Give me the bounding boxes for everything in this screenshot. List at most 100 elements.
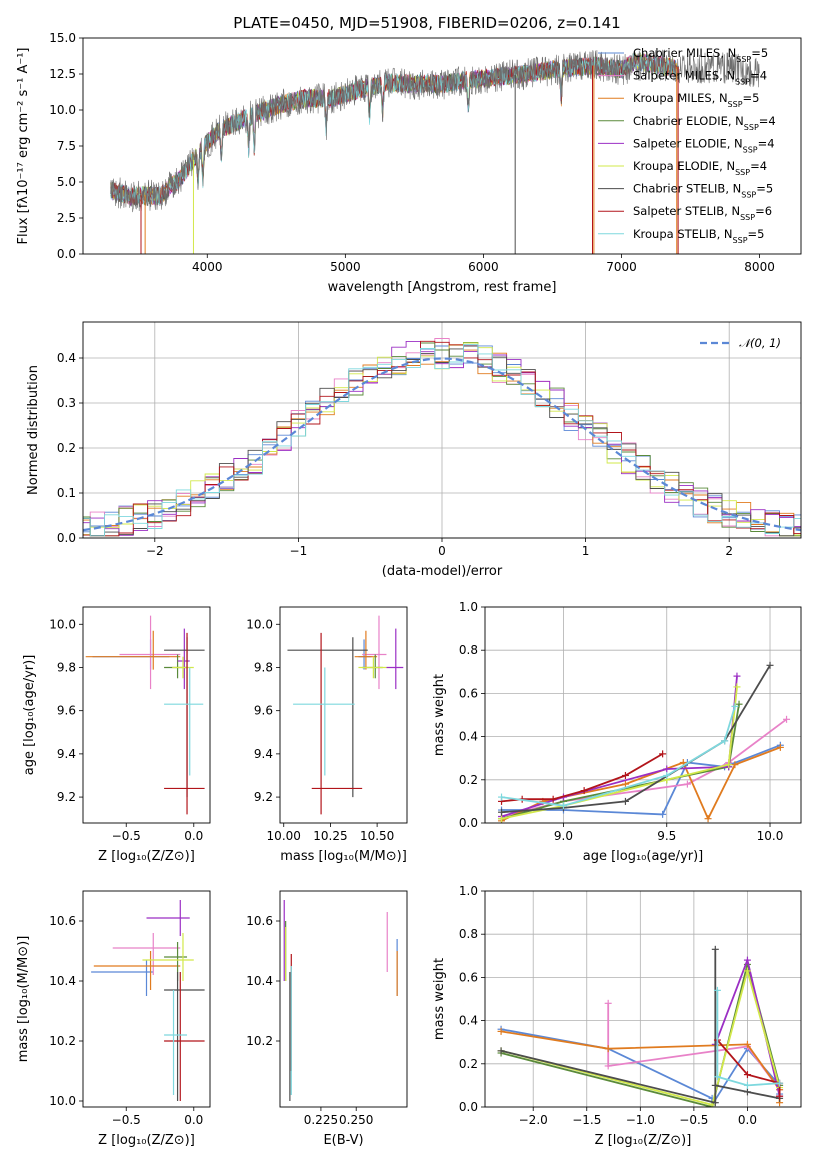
age-vs-z-xtick-label: 0.0 — [184, 829, 203, 843]
weight-marker — [743, 1040, 751, 1048]
weight-marker — [743, 1088, 751, 1096]
age-vs-z-xlabel: Z [log₁₀(Z/Z⊙)] — [98, 849, 195, 864]
legend-entry: 𝒩(0, 1) — [739, 336, 781, 350]
age-vs-z-ytick-label: 9.6 — [57, 704, 76, 718]
weight-series-8 — [716, 990, 780, 1087]
mass-vs-z-xlabel: Z [log₁₀(Z/Z⊙)] — [98, 1133, 195, 1148]
age-vs-mass-plot — [287, 615, 404, 815]
spectrum-ytick-label: 2.5 — [57, 211, 76, 225]
weight-marker — [721, 737, 729, 745]
histogram-6 — [83, 345, 801, 537]
errorbar-point — [142, 933, 194, 981]
weight-marker — [683, 780, 691, 788]
residuals-xtick-label: −2 — [146, 544, 164, 558]
age-vs-mass-xtick-label: 10.25 — [313, 829, 347, 843]
weight-series-7 — [716, 1039, 781, 1097]
normal-curve — [83, 357, 801, 532]
weight-marker — [766, 661, 774, 669]
spectrum-ytick-label: 0.0 — [57, 247, 76, 261]
weight-vs-z-xlabel: Z [log₁₀(Z/Z⊙)] — [595, 1133, 692, 1148]
errorbar-point — [386, 628, 404, 690]
mass-vs-ebv-xtick-label: 0.250 — [339, 1113, 373, 1127]
spectrum-legend: Chabrier MILES, NSSP=5 Salpeter MILES, NS… — [598, 46, 776, 244]
spectrum-xtick-label: 6000 — [468, 260, 499, 274]
mass-vs-ebv-xlabel: E(B-V) — [323, 1133, 363, 1148]
weight-marker — [725, 761, 733, 769]
mass-vs-z-plot — [91, 900, 205, 1101]
weight-series-6 — [500, 949, 780, 1104]
errorbar-point — [164, 654, 188, 679]
age-vs-mass-ytick-label: 10.0 — [246, 617, 273, 631]
weight-vs-age-ylabel: mass weight — [432, 674, 447, 756]
weight-vs-z-ytick-label: 0.4 — [459, 1014, 478, 1028]
spectrum-ytick-label: 12.5 — [49, 67, 76, 81]
legend-entry: Salpeter STELIB, NSSP=6 — [633, 204, 772, 222]
weight-vs-age-ytick-label: 0.6 — [459, 686, 478, 700]
legend-entry: Salpeter ELODIE, NSSP=4 — [633, 136, 775, 154]
spectrum-ytick-label: 15.0 — [49, 31, 76, 45]
spectrum-ytick-label: 10.0 — [49, 103, 76, 117]
weight-vs-z-axes: −2.0 −1.5 −1.0 −0.5 0.0 0.0 0.2 0.4 0.6 0.8 1.0 Z [… — [432, 884, 801, 1148]
weight-marker — [711, 1081, 719, 1089]
legend-entry: Salpeter MILES, NSSP=4 — [633, 69, 767, 87]
errorbar-point — [119, 615, 181, 690]
weight-marker — [659, 810, 667, 818]
weight-marker — [663, 771, 671, 779]
errorbar-point — [164, 990, 188, 1095]
legend-entry: Chabrier STELIB, NSSP=5 — [633, 182, 773, 200]
weight-vs-z-xtick-label: 0.0 — [738, 1113, 757, 1127]
legend-entry: Kroupa ELODIE, NSSP=4 — [633, 159, 767, 177]
residuals-xlabel: (data-model)/error — [382, 564, 503, 579]
age-vs-z-axes: −0.5 0.0 9.2 9.4 9.6 9.8 10.0 Z [log₁₀(Z/Z⊙)] ag… — [22, 617, 203, 864]
legend-entry: Chabrier ELODIE, NSSP=4 — [633, 114, 776, 132]
weight-marker — [743, 1081, 751, 1089]
spectrum-frame — [82, 37, 802, 255]
weight-vs-age-ytick-label: 0.8 — [459, 643, 478, 657]
mass-vs-ebv-axes: 0.225 0.250 10.2 10.4 10.6 E(B-V) — [246, 914, 373, 1148]
residuals-frame — [82, 321, 802, 539]
weight-marker — [733, 672, 741, 680]
errorbar-point — [164, 667, 204, 776]
weight-series-0 — [501, 744, 781, 816]
weight-vs-z-ytick-label: 0.0 — [459, 1100, 478, 1114]
weight-marker — [713, 986, 721, 994]
weight-series-5 — [500, 967, 781, 1106]
weight-marker — [497, 1047, 505, 1055]
age-vs-mass-xtick-label: 10.00 — [267, 829, 301, 843]
weight-marker — [621, 797, 629, 805]
weight-marker — [621, 771, 629, 779]
residuals-xtick-label: 0 — [438, 544, 446, 558]
weight-series-6 — [501, 664, 771, 814]
histogram-7 — [83, 340, 801, 537]
errorbar-point — [164, 632, 205, 815]
age-vs-z-frame — [82, 606, 211, 824]
errorbar-point — [293, 667, 355, 776]
spectrum-axes: 4000 5000 6000 7000 8000 0.0 2.5 5.0 7.5 10.0 12.5… — [16, 31, 775, 295]
weight-marker — [559, 802, 567, 810]
weight-vs-z-ytick-label: 0.2 — [459, 1057, 478, 1071]
legend-entry: Kroupa STELIB, NSSP=5 — [633, 227, 764, 245]
figure-title: PLATE=0450, MJD=51908, FIBERID=0206, z=0… — [233, 14, 620, 32]
mass-vs-z-xtick-label: 0.0 — [184, 1113, 203, 1127]
weight-marker — [498, 793, 506, 801]
mass-vs-ebv-plot — [283, 900, 398, 1101]
residuals-xtick-label: −1 — [290, 544, 308, 558]
weight-series-4 — [501, 676, 738, 818]
mass-vs-z-ytick-label: 10.2 — [49, 1034, 76, 1048]
weight-marker — [783, 715, 791, 723]
weight-vs-age-xtick-label: 9.0 — [554, 829, 573, 843]
residuals-axes: −2 −1 0 1 2 0.0 0.1 0.2 0.3 0.4 (data-model)/error… — [26, 322, 801, 579]
weight-marker — [743, 956, 751, 964]
age-vs-z-xtick-label: −0.5 — [112, 829, 141, 843]
weight-vs-z-ytick-label: 0.8 — [459, 927, 478, 941]
errorbar-point — [358, 656, 387, 679]
weight-vs-z-frame — [484, 890, 802, 1108]
weight-vs-z-xtick-label: −1.0 — [626, 1113, 655, 1127]
age-vs-z-plot — [85, 615, 205, 815]
residuals-ytick-label: 0.4 — [57, 351, 76, 365]
weight-marker — [731, 702, 739, 710]
mass-vs-z-ytick-label: 10.6 — [49, 914, 76, 928]
age-vs-z-ytick-label: 9.8 — [57, 660, 76, 674]
age-vs-z-ytick-label: 9.4 — [57, 747, 76, 761]
errorbar-point — [164, 972, 205, 1101]
